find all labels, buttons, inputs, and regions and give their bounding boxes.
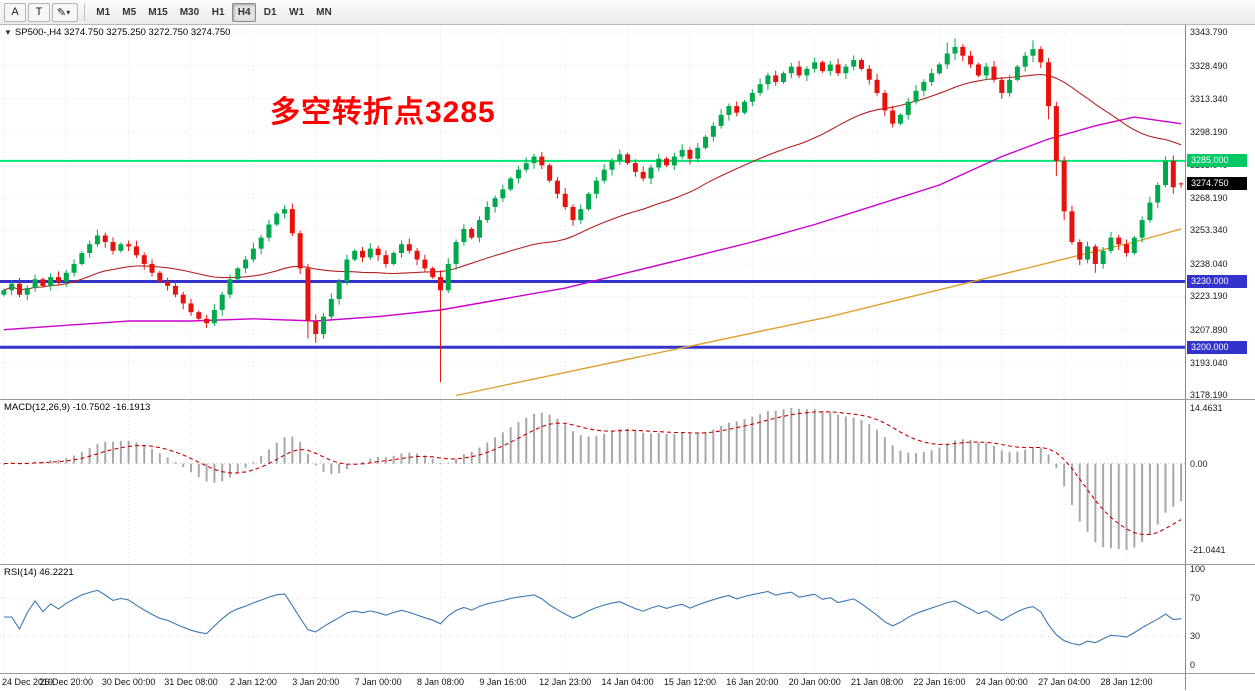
tool-button-a[interactable]: A: [4, 2, 26, 22]
time-axis-label: 8 Jan 08:00: [416, 677, 464, 687]
symbol-ohlc-label: ▼ SP500-,H4 3274.750 3275.250 3272.750 32…: [4, 27, 230, 38]
macd-plot: [0, 400, 1185, 564]
expand-triangle-icon: ▼: [4, 28, 12, 37]
timeframe-button-m1[interactable]: M1: [91, 3, 115, 22]
macd-panel[interactable]: MACD(12,26,9) -10.7502 -16.1913: [0, 400, 1185, 564]
time-axis-label: 9 Jan 16:00: [479, 677, 527, 687]
timeframe-button-m30[interactable]: M30: [175, 3, 204, 22]
time-axis-label: 14 Jan 04:00: [601, 677, 654, 687]
main-chart-panel[interactable]: ▼ SP500-,H4 3274.750 3275.250 3272.750 32…: [0, 25, 1185, 399]
time-axis-label: 26 Dec 20:00: [39, 677, 94, 687]
price-axis-label: 3207.890: [1190, 324, 1228, 335]
rsi-axis-label: 0: [1190, 660, 1196, 670]
time-axis-label: 21 Jan 08:00: [851, 677, 904, 687]
timeframe-button-h1[interactable]: H1: [206, 3, 230, 22]
rsi-axis-label: 70: [1190, 592, 1201, 603]
panel-divider[interactable]: [0, 673, 1255, 674]
price-axis-label: 3193.040: [1190, 357, 1228, 368]
rsi-axis-label: 100: [1190, 564, 1206, 574]
annotation-text: 多空转折点3285: [270, 96, 496, 129]
price-badge: 3274.750: [1187, 176, 1247, 190]
price-axis-label: 3238.040: [1190, 258, 1228, 269]
price-axis-label: 3253.340: [1190, 225, 1228, 236]
time-axis-label: 20 Jan 00:00: [788, 677, 841, 687]
chart-window: ▼ SP500-,H4 3274.750 3275.250 3272.750 32…: [0, 25, 1255, 690]
time-axis-label: 15 Jan 12:00: [663, 677, 716, 687]
time-axis-label: 22 Jan 16:00: [913, 677, 966, 687]
price-badge: 3200.000: [1187, 340, 1247, 354]
symbol-ohlc-text: SP500-,H4 3274.750 3275.250 3272.750 327…: [14, 27, 231, 38]
rsi-plot: [0, 565, 1185, 673]
macd-label: MACD(12,26,9) -10.7502 -16.1913: [4, 402, 151, 413]
price-axis-label: 3298.190: [1190, 127, 1228, 137]
price-badge: 3230.000: [1187, 274, 1247, 288]
time-axis-label: 7 Jan 00:00: [354, 677, 402, 687]
time-axis-label: 28 Jan 12:00: [1100, 677, 1153, 687]
panel-divider[interactable]: [0, 399, 1255, 400]
price-axis-label: 3268.190: [1190, 192, 1228, 203]
price-axis-label: 3343.790: [1190, 27, 1228, 38]
rsi-panel[interactable]: RSI(14) 46.2221: [0, 565, 1185, 673]
time-axis-label: 2 Jan 12:00: [229, 677, 277, 687]
timeframe-button-mn[interactable]: MN: [311, 3, 337, 22]
tool-button-t[interactable]: T: [28, 2, 50, 22]
timeframe-button-w1[interactable]: W1: [284, 3, 309, 22]
time-axis-label: 3 Jan 20:00: [292, 677, 340, 687]
macd-axis-label: 14.4631: [1190, 403, 1223, 413]
time-axis-label: 24 Jan 00:00: [975, 677, 1028, 687]
price-axis-label: 3178.190: [1190, 390, 1228, 401]
timeframe-button-h4[interactable]: H4: [232, 2, 257, 22]
candlestick-plot: [0, 25, 1185, 399]
timeframe-button-d1[interactable]: D1: [258, 3, 282, 22]
timeframe-button-m15[interactable]: M15: [143, 3, 172, 22]
toolbar-timeframes: M1 M5 M15 M30 H1 H4 D1 W1 MN: [91, 2, 337, 22]
price-axis[interactable]: 3343.7903328.4903313.3403298.1903283.040…: [1185, 25, 1255, 690]
time-axis-label: 27 Jan 04:00: [1038, 677, 1091, 687]
pen-icon: ✎: [57, 6, 67, 19]
time-axis-label: 31 Dec 08:00: [164, 677, 218, 687]
price-axis-label: 3313.340: [1190, 93, 1228, 104]
price-axis-label: 3223.190: [1190, 291, 1228, 302]
time-axis-label: 12 Jan 23:00: [539, 677, 592, 687]
price-badge: 3285.000: [1187, 154, 1247, 168]
toolbar-separator: [84, 3, 86, 21]
rsi-axis-label: 30: [1190, 631, 1201, 642]
panel-divider[interactable]: [0, 564, 1255, 565]
timeframe-button-m5[interactable]: M5: [117, 3, 141, 22]
time-axis-label: 24 Dec 2019: [2, 677, 54, 687]
rsi-label: RSI(14) 46.2221: [4, 567, 74, 578]
time-axis[interactable]: 24 Dec 2019 26 Dec 20:00 30 Dec 00:00 31 De…: [0, 674, 1185, 690]
chevron-down-icon: ▾: [66, 7, 71, 17]
time-axis-label: 16 Jan 20:00: [726, 677, 779, 687]
macd-axis-label: -21.0441: [1190, 545, 1226, 555]
macd-axis-label: 0.00: [1190, 458, 1208, 469]
pen-tool-button[interactable]: ✎ ▾: [52, 2, 79, 22]
time-axis-label: 30 Dec 00:00: [101, 677, 156, 687]
price-axis-label: 3328.490: [1190, 60, 1228, 71]
